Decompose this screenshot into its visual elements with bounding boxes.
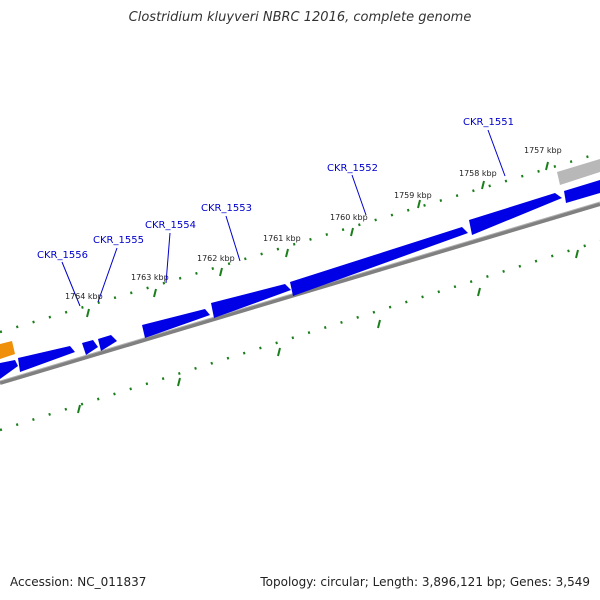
scale-label: 1764 kbp (65, 292, 103, 301)
gene-arrow[interactable] (98, 335, 117, 351)
major-tick (377, 319, 381, 329)
scale-label: 1762 kbp (197, 254, 235, 263)
major-tick (285, 248, 289, 258)
major-tick (277, 347, 281, 357)
major-tick (86, 308, 90, 318)
major-tick (477, 287, 481, 297)
major-ticks (86, 161, 549, 318)
inner-major-ticks (77, 249, 579, 414)
genome-title: Clostridium kluyveri NBRC 12016, complet… (128, 10, 472, 25)
major-tick (350, 227, 354, 237)
gene-arrow[interactable] (142, 309, 210, 338)
gene-label-ckr-1555[interactable]: CKR_1555 (93, 235, 144, 246)
gene-arrow[interactable] (290, 227, 468, 296)
leader-line (225, 215, 241, 262)
leader-line (487, 129, 506, 177)
leader-line (165, 232, 171, 284)
scale-label: 1763 kbp (131, 273, 169, 282)
major-tick (177, 377, 181, 387)
leader-line (61, 261, 81, 307)
genome-summary: Topology: circular; Length: 3,896,121 bp… (260, 575, 590, 589)
major-tick (481, 180, 485, 190)
major-tick (219, 267, 223, 277)
major-tick (575, 249, 579, 259)
accession-label: Accession: NC_011837 (10, 575, 147, 589)
gene-label-ckr-1554[interactable]: CKR_1554 (145, 220, 196, 231)
major-tick (153, 288, 157, 298)
major-tick (77, 404, 81, 414)
gene-arrow[interactable] (0, 360, 18, 379)
gene-label-ckr-1556[interactable]: CKR_1556 (37, 250, 88, 261)
major-tick (417, 199, 421, 209)
gene-label-ckr-1551[interactable]: CKR_1551 (463, 117, 514, 128)
gene-leader-lines (61, 129, 506, 307)
gene-arrow[interactable] (18, 346, 75, 372)
grey-feature[interactable] (557, 159, 600, 185)
major-tick (545, 161, 549, 171)
scale-label: 1758 kbp (459, 169, 497, 178)
inner-tick-track (0, 239, 600, 432)
genome-backbone (0, 202, 600, 385)
gene-arrow[interactable] (211, 284, 291, 318)
gene-arrow[interactable] (469, 193, 562, 235)
scale-label: 1761 kbp (263, 234, 301, 243)
gene-arrow[interactable] (82, 340, 98, 355)
scale-label: 1757 kbp (524, 146, 562, 155)
gene-arrow[interactable] (564, 180, 600, 203)
gene-track (0, 180, 600, 379)
scale-label: 1759 kbp (394, 191, 432, 200)
gene-label-ckr-1552[interactable]: CKR_1552 (327, 163, 378, 174)
leader-line (351, 174, 367, 216)
orange-feature[interactable] (0, 341, 15, 359)
gene-label-ckr-1553[interactable]: CKR_1553 (201, 203, 252, 214)
scale-label: 1760 kbp (330, 213, 368, 222)
leader-line (97, 247, 118, 303)
